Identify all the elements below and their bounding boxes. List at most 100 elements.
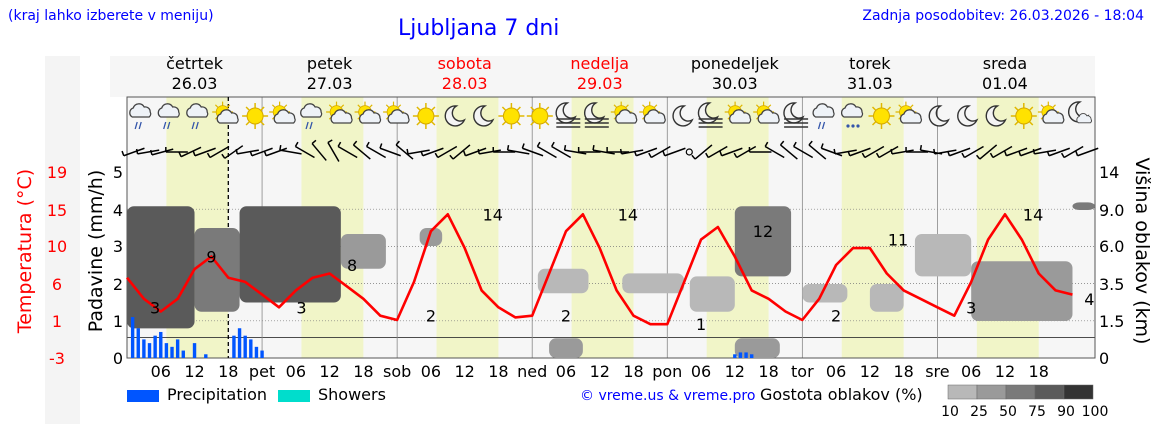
precip-bar (232, 335, 236, 358)
wind-barb-flag (1018, 150, 1022, 157)
cloud-layer (622, 273, 685, 294)
temperature-value-label: 3 (966, 298, 976, 317)
precip-bar (744, 352, 748, 358)
wind-barb (834, 149, 857, 155)
temperature-value-label: 4 (1084, 290, 1094, 309)
day-abbreviation: sre (925, 362, 949, 381)
moon-fog-icon (583, 102, 609, 128)
wind-barb (337, 145, 358, 159)
wind-barb (992, 145, 1013, 159)
temperature-tick-label: 1 (52, 312, 62, 331)
day-date: 31.03 (847, 74, 893, 93)
wind-barb (764, 145, 785, 159)
day-name: nedelja (570, 54, 629, 73)
wind-barb (194, 147, 216, 157)
day-abbreviation: sob (383, 362, 411, 381)
wind-barb-flag (294, 141, 299, 147)
day-date: 29.03 (577, 74, 623, 93)
wind-barb (151, 148, 174, 156)
wind-barb (279, 149, 302, 155)
wind-barb-flag (149, 149, 153, 156)
precipitation-tick-label: 0 (113, 349, 123, 368)
cloud-layer (734, 206, 792, 277)
wind-barb-flag (1032, 148, 1036, 155)
left-axis-panel (45, 56, 80, 424)
cloud-height-tick-label: 9.0 (1099, 201, 1124, 220)
precip-bar (136, 328, 140, 358)
hour-tick-label: 06 (421, 362, 441, 381)
cloud-layer (194, 228, 240, 312)
precip-bar (170, 346, 174, 358)
hour-tick-label: 12 (454, 362, 474, 381)
day-abbreviation: tor (791, 362, 814, 381)
density-swatch (1005, 384, 1036, 400)
precip-bar (175, 339, 180, 358)
wind-barb-flag (192, 150, 196, 157)
wind-barb-flag (434, 152, 439, 158)
daylight-band (436, 97, 499, 358)
wind-barb (251, 147, 273, 157)
hour-tick-label: 18 (218, 362, 238, 381)
hour-tick-label: 12 (995, 362, 1015, 381)
wind-barb-flag (633, 150, 637, 157)
wind-barb-flag (206, 152, 211, 158)
precip-bar (254, 346, 259, 358)
wind-barb-flag (808, 140, 813, 146)
wind-barb-flag (1003, 150, 1008, 157)
density-level-label: 25 (970, 404, 988, 420)
location-hint: (kraj lahko izberete v meniju) (8, 8, 214, 24)
credit-link[interactable]: © vreme.us & vreme.pro (580, 388, 756, 404)
density-swatch (976, 384, 1007, 400)
temperature-value-label: 3 (150, 298, 160, 317)
hour-tick-label: 18 (353, 362, 373, 381)
wind-barb (821, 147, 843, 157)
precip-bar (181, 350, 185, 358)
wind-barb-flag (705, 152, 709, 158)
wind-barb (849, 147, 871, 157)
density-level-label: 50 (999, 404, 1017, 420)
wind-barb-flag (521, 143, 525, 149)
wind-barb (1063, 145, 1084, 159)
wind-barb (407, 149, 430, 155)
moon-fog-icon (555, 102, 581, 128)
wind-barb (311, 143, 327, 161)
wind-barb (949, 147, 971, 157)
hour-tick-label: 18 (623, 362, 643, 381)
wind-barb (808, 144, 827, 160)
day-name: ponedeljek (691, 54, 780, 73)
wind-barb (721, 147, 743, 157)
temperature-tick-label: 15 (47, 201, 67, 220)
cloud-height-tick-label: 14 (1099, 163, 1119, 182)
cloud-layer (1072, 202, 1095, 210)
snow-cloud-icon (840, 103, 864, 128)
day-abbreviation: pet (249, 362, 275, 381)
density-level-label: 90 (1057, 404, 1075, 420)
hour-tick-label: 06 (961, 362, 981, 381)
precipitation-tick-label: 3 (113, 237, 123, 256)
temperature-value-label: 12 (753, 222, 773, 241)
cloud-layer (869, 284, 904, 312)
rain-cloud-icon (157, 103, 180, 130)
precip-bar (260, 350, 264, 358)
cloud-layer (549, 338, 583, 358)
rain-cloud-icon (300, 103, 323, 130)
hour-tick-label: 06 (691, 362, 711, 381)
wind-barb-flag (536, 141, 541, 147)
wind-barb (352, 144, 371, 160)
hour-tick-label: 06 (151, 362, 171, 381)
precip-bar (142, 339, 146, 358)
wind-barb-flag (961, 152, 966, 158)
wind-barb-flag (235, 148, 238, 155)
precip-bar (159, 331, 163, 358)
temperature-value-label: 1 (696, 315, 706, 334)
wind-barb-flag (1060, 152, 1065, 158)
wind-barb-flag (379, 143, 383, 149)
wind-barb (1006, 147, 1028, 157)
precip-bar (164, 343, 169, 358)
cloud-layer (914, 234, 972, 277)
wind-barb (621, 149, 644, 155)
cloud-height-tick-label: 3.5 (1099, 275, 1124, 294)
temperature-value-label: 14 (1023, 205, 1043, 224)
temperature-value-label: 14 (483, 205, 503, 224)
